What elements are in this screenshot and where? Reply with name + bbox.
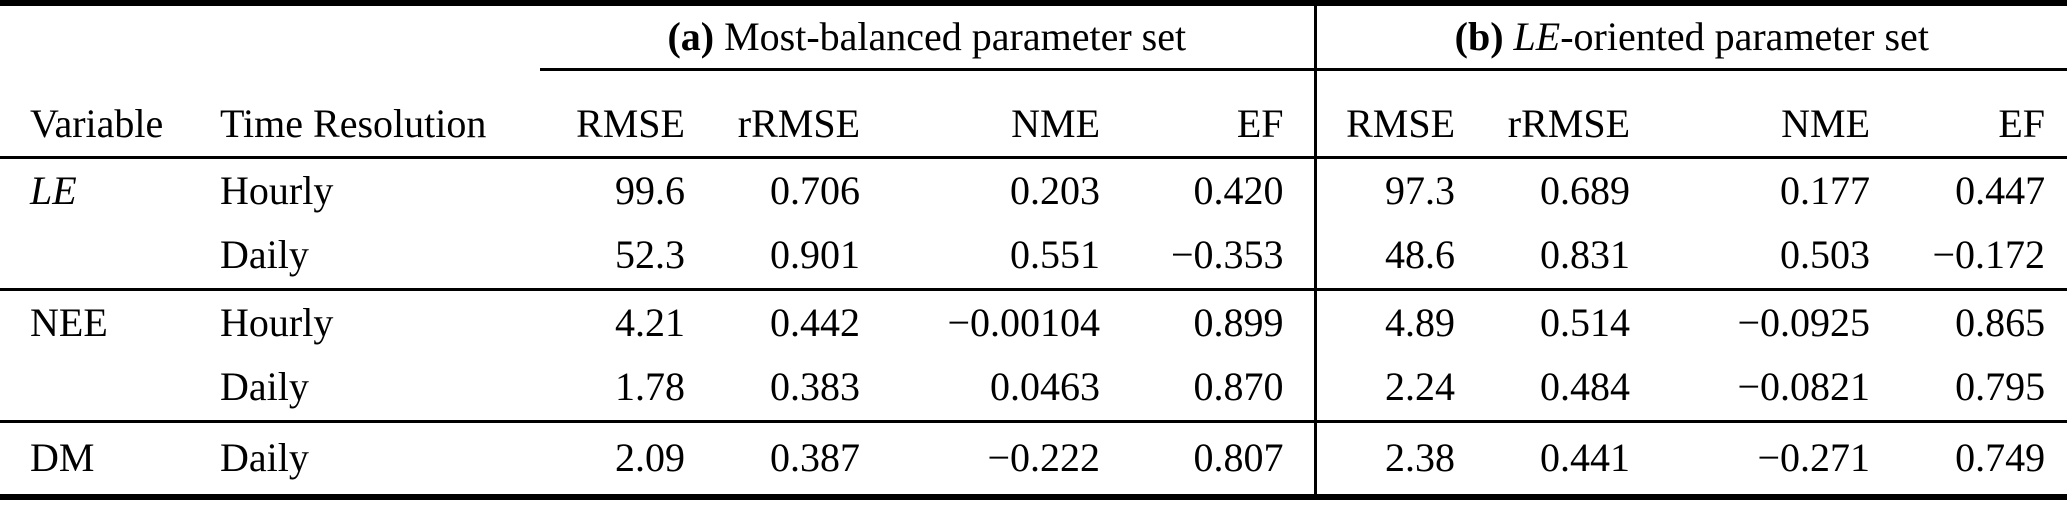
block-le: LE Hourly 99.6 0.706 0.203 0.420 97.3 0.… <box>0 157 2067 289</box>
col-header-rmse-a: RMSE <box>576 100 685 146</box>
cell-variable <box>0 355 195 421</box>
cell-ef-b: 0.795 <box>1955 364 2046 410</box>
cell-rrmse-b: 0.484 <box>1540 364 1631 410</box>
group-header-b: (b) LE-oriented parameter set <box>1313 3 2067 71</box>
table-row-le-daily: Daily 52.3 0.901 0.551 −0.353 48.6 0.831… <box>0 223 2067 289</box>
cell-rrmse-b: 0.831 <box>1540 232 1631 278</box>
cell-nme-b: −0.271 <box>1757 435 1871 481</box>
cell-rrmse-b: 0.514 <box>1540 299 1631 345</box>
col-header-rrmse-a: rRMSE <box>737 100 860 146</box>
table-head: (a) Most-balanced parameter set (b) LE-o… <box>0 3 2067 157</box>
table-row-nee-hourly: NEE Hourly 4.21 0.442 −0.00104 0.899 4.8… <box>0 289 2067 355</box>
cell-nme-a: 0.551 <box>1010 232 1100 278</box>
cell-time-resolution: Daily <box>220 364 309 410</box>
cell-ef-a: −0.353 <box>1170 232 1284 278</box>
cell-time-resolution: Hourly <box>220 167 334 213</box>
cell-rrmse-a: 0.706 <box>770 167 860 213</box>
col-header-ef-a: EF <box>1236 100 1284 146</box>
cell-nme-b: 0.177 <box>1780 167 1871 213</box>
col-header-rmse-b: RMSE <box>1313 69 1456 157</box>
cell-rmse-b: 2.24 <box>1313 355 1456 421</box>
col-header-variable: Variable <box>30 100 164 146</box>
group-header-row: (a) Most-balanced parameter set (b) LE-o… <box>0 3 2067 71</box>
block-nee: NEE Hourly 4.21 0.442 −0.00104 0.899 4.8… <box>0 289 2067 421</box>
cell-ef-b: 0.447 <box>1955 167 2046 213</box>
table-row-dm-daily: DM Daily 2.09 0.387 −0.222 0.807 2.38 0.… <box>0 421 2067 497</box>
group-b-label-italic: LE <box>1513 13 1561 59</box>
table-row-le-hourly: LE Hourly 99.6 0.706 0.203 0.420 97.3 0.… <box>0 157 2067 223</box>
cell-ef-b: 0.865 <box>1955 299 2046 345</box>
group-a-label-title: Most-balanced parameter set <box>724 13 1187 59</box>
cell-nme-b: −0.0925 <box>1737 299 1871 345</box>
cell-rrmse-a: 0.387 <box>770 435 860 481</box>
group-b-label-title: -oriented parameter set <box>1560 13 1929 59</box>
cell-nme-a: −0.222 <box>987 435 1100 481</box>
block-dm: DM Daily 2.09 0.387 −0.222 0.807 2.38 0.… <box>0 421 2067 497</box>
cell-rmse-a: 4.21 <box>615 299 685 345</box>
cell-rrmse-a: 0.442 <box>770 299 860 345</box>
cell-time-resolution: Hourly <box>220 299 334 345</box>
cell-rmse-a: 1.78 <box>615 364 685 410</box>
cell-ef-a: 0.420 <box>1193 167 1284 213</box>
cell-rmse-b: 97.3 <box>1313 157 1456 223</box>
cell-rmse-a: 2.09 <box>615 435 685 481</box>
col-header-ef-b: EF <box>1998 100 2046 146</box>
col-header-time-resolution: Time Resolution <box>220 100 487 146</box>
cell-variable <box>0 223 195 289</box>
cell-nme-a: −0.00104 <box>947 299 1100 345</box>
cell-variable: NEE <box>30 299 108 345</box>
cell-rmse-a: 99.6 <box>615 167 685 213</box>
group-header-a: (a) Most-balanced parameter set <box>540 3 1316 71</box>
cell-time-resolution: Daily <box>220 435 309 481</box>
table-row-nee-daily: Daily 1.78 0.383 0.0463 0.870 2.24 0.484… <box>0 355 2067 421</box>
cell-nme-a: 0.203 <box>1010 167 1100 213</box>
cell-rmse-b: 4.89 <box>1313 289 1456 355</box>
cell-variable: DM <box>30 435 95 481</box>
cell-rmse-a: 52.3 <box>615 232 685 278</box>
cell-time-resolution: Daily <box>220 232 309 278</box>
cell-rrmse-b: 0.689 <box>1540 167 1631 213</box>
cell-rrmse-b: 0.441 <box>1540 435 1631 481</box>
col-header-nme-b: NME <box>1781 100 1871 146</box>
column-header-row: Variable Time Resolution RMSE rRMSE NME … <box>0 69 2067 157</box>
cell-ef-a: 0.807 <box>1193 435 1284 481</box>
group-a-label-prefix: (a) <box>667 13 715 59</box>
group-b-label-prefix: (b) <box>1454 13 1504 59</box>
cell-variable: LE <box>30 167 77 213</box>
col-header-nme-a: NME <box>1011 100 1100 146</box>
cell-ef-b: −0.172 <box>1932 232 2046 278</box>
cell-nme-a: 0.0463 <box>990 364 1100 410</box>
cell-nme-b: −0.0821 <box>1737 364 1871 410</box>
col-header-rrmse-b: rRMSE <box>1507 100 1631 146</box>
cell-rmse-b: 48.6 <box>1313 223 1456 289</box>
cell-ef-a: 0.899 <box>1193 299 1284 345</box>
cell-ef-a: 0.870 <box>1193 364 1284 410</box>
cell-ef-b: 0.749 <box>1955 435 2046 481</box>
cell-rrmse-a: 0.901 <box>770 232 860 278</box>
cell-rmse-b: 2.38 <box>1313 421 1456 497</box>
cell-rrmse-a: 0.383 <box>770 364 860 410</box>
cell-nme-b: 0.503 <box>1780 232 1871 278</box>
group-header-spacer <box>0 3 540 69</box>
